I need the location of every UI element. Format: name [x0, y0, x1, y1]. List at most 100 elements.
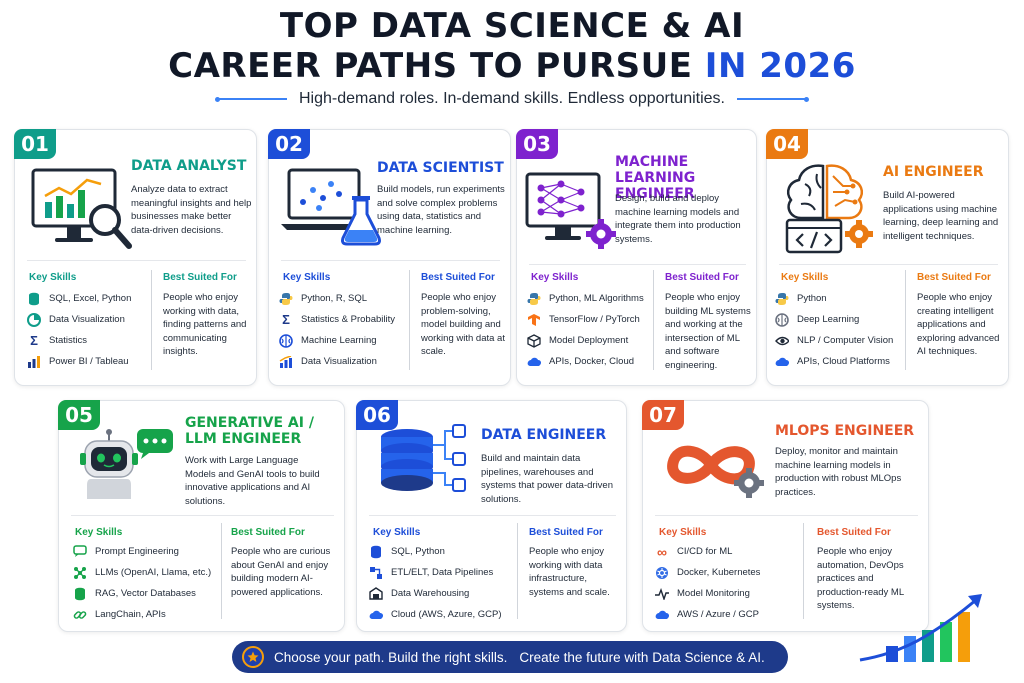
- card-title: MLOPS ENGINEER: [775, 423, 915, 439]
- skills-list: Python, R, SQL Σ Statistics & Probability…: [279, 288, 395, 372]
- skill-item: SQL, Python: [369, 541, 502, 562]
- best-suited-heading: Best Suited For: [529, 527, 603, 538]
- best-suited-heading: Best Suited For: [665, 272, 739, 283]
- title-main: CAREER PATHS TO PURSUE: [168, 46, 693, 86]
- skills-list: Python, ML Algorithms TensorFlow / PyTor…: [527, 288, 644, 372]
- best-suited-heading: Best Suited For: [817, 527, 891, 538]
- skill-item: SQL, Excel, Python: [27, 288, 131, 309]
- footer-banner: Choose your path. Build the right skills…: [232, 641, 788, 673]
- card-title: AI ENGINEER: [883, 164, 984, 180]
- footer-text-primary: Choose your path. Build the right skills…: [274, 649, 508, 665]
- card-divider: [281, 260, 500, 261]
- skill-item: Model Monitoring: [655, 583, 760, 604]
- star-icon: [242, 646, 264, 668]
- best-suited-text: People who enjoy working with data, find…: [163, 292, 247, 357]
- skill-item: Data Warehousing: [369, 583, 502, 604]
- laptop-flask-icon: [279, 166, 383, 253]
- kubernetes-icon: [655, 566, 669, 580]
- monitor-chart-icon: [29, 166, 137, 259]
- card-description: Work with Large Language Models and GenA…: [185, 455, 320, 507]
- subtitle-row: High-demand roles. In-demand skills. End…: [0, 90, 1024, 108]
- card-divider: [655, 515, 918, 516]
- cloud-icon: [369, 608, 383, 622]
- card-title: DATA ENGINEER: [481, 427, 607, 443]
- skill-item: Python, R, SQL: [279, 288, 395, 309]
- skill-item: TensorFlow / PyTorch: [527, 309, 644, 330]
- growth-chart-icon: [856, 588, 996, 671]
- card-data-scientist[interactable]: 02 DATA SCIENTIST Build models, run expe…: [268, 129, 511, 386]
- card-title: GENERATIVE AI / LLM ENGINEER: [185, 415, 314, 447]
- best-suited-heading: Best Suited For: [163, 272, 237, 283]
- card-number: 06: [356, 400, 398, 430]
- skills-list: SQL, Python ETL/ELT, Data Pipelines Data…: [369, 541, 502, 625]
- brain-code-icon: [777, 162, 877, 259]
- card-description: Design, build and deploy machine learnin…: [615, 193, 741, 245]
- skill-item: Machine Learning: [279, 330, 395, 351]
- brain-icon: [775, 312, 789, 327]
- skill-item: Model Deployment: [527, 330, 644, 351]
- database-icon: [27, 292, 41, 306]
- card-ml-engineer[interactable]: 03 MACHINE LEARNING ENGINEER Design, bui…: [516, 129, 757, 386]
- page-title-line1: TOP DATA SCIENCE & AI: [279, 6, 745, 46]
- python-icon: [279, 292, 293, 306]
- subtitle-left-rule: [215, 96, 287, 102]
- best-suited-heading: Best Suited For: [917, 272, 991, 283]
- cloud-icon: [655, 608, 669, 622]
- card-divider: [71, 515, 334, 516]
- card-title: MACHINE LEARNING ENGINEER: [615, 154, 696, 202]
- best-suited-text: People who enjoy creating intelligent ap…: [917, 292, 1000, 357]
- card-description: Build and maintain data pipelines, wareh…: [481, 453, 614, 505]
- key-skills-heading: Key Skills: [781, 272, 829, 283]
- key-skills-heading: Key Skills: [531, 272, 579, 283]
- skill-item: Prompt Engineering: [73, 541, 211, 562]
- cube-icon: [527, 333, 541, 348]
- card-description: Analyze data to extract meaningful insig…: [131, 184, 252, 236]
- python-icon: [527, 292, 541, 306]
- card-mlops-engineer[interactable]: 07 MLOPS ENGINEER Deploy, monitor and ma…: [642, 400, 929, 632]
- skill-item: AWS / Azure / GCP: [655, 604, 760, 625]
- card-divider: [27, 260, 246, 261]
- skill-item: LLMs (OpenAI, Llama, etc.): [73, 562, 211, 583]
- network-icon: [73, 566, 87, 580]
- pie-chart-icon: [27, 312, 41, 327]
- column-divider: [409, 270, 410, 370]
- footer-text-secondary: Create the future with Data Science & AI…: [519, 649, 765, 665]
- card-description: Deploy, monitor and maintain machine lea…: [775, 446, 902, 498]
- infinity-gear-icon: [661, 435, 765, 506]
- skill-item: Docker, Kubernetes: [655, 562, 760, 583]
- monitoring-icon: [655, 587, 669, 601]
- cloud-icon: [775, 355, 789, 369]
- card-ai-engineer[interactable]: 04 AI ENGINEER Build AI-powered applicat…: [766, 129, 1009, 386]
- python-icon: [775, 292, 789, 306]
- card-data-engineer[interactable]: 06 DATA ENGINEER Build and maintain data…: [356, 400, 627, 632]
- card-data-analyst[interactable]: 01 DATA ANALYST Analyze data to extract …: [14, 129, 257, 386]
- card-number: 01: [14, 129, 56, 159]
- column-divider: [803, 523, 804, 619]
- key-skills-heading: Key Skills: [373, 527, 421, 538]
- skills-list: Prompt Engineering LLMs (OpenAI, Llama, …: [73, 541, 211, 625]
- card-genai-engineer[interactable]: 05 GENERATIVE AI / LLM ENGINEER Work wit…: [58, 400, 345, 632]
- skill-item: APIs, Cloud Platforms: [775, 351, 893, 372]
- best-suited-heading: Best Suited For: [231, 527, 305, 538]
- skill-item: RAG, Vector Databases: [73, 583, 211, 604]
- card-title: DATA SCIENTIST: [377, 160, 504, 176]
- skill-item: Σ Statistics: [27, 330, 131, 351]
- card-number: 02: [268, 129, 310, 159]
- card-divider: [529, 264, 746, 265]
- card-number: 05: [58, 400, 100, 430]
- column-divider: [905, 270, 906, 370]
- infinity-icon: ∞: [657, 543, 667, 560]
- best-suited-text: People who are curious about GenAI and e…: [231, 546, 331, 598]
- skill-item: Python, ML Algorithms: [527, 288, 644, 309]
- best-suited-text: People who enjoy building ML systems and…: [665, 292, 751, 371]
- skill-item: ∞ CI/CD for ML: [657, 543, 733, 560]
- skills-list: Python Deep Learning NLP / Computer Visi…: [775, 288, 893, 372]
- best-suited-text: People who enjoy working with data infra…: [529, 546, 610, 598]
- robot-chat-icon: [73, 427, 177, 510]
- column-divider: [517, 523, 518, 619]
- best-suited-text: People who enjoy problem-solving, model …: [421, 292, 505, 357]
- best-suited-heading: Best Suited For: [421, 272, 495, 283]
- key-skills-heading: Key Skills: [75, 527, 123, 538]
- card-number: 07: [642, 400, 684, 430]
- column-divider: [221, 523, 222, 619]
